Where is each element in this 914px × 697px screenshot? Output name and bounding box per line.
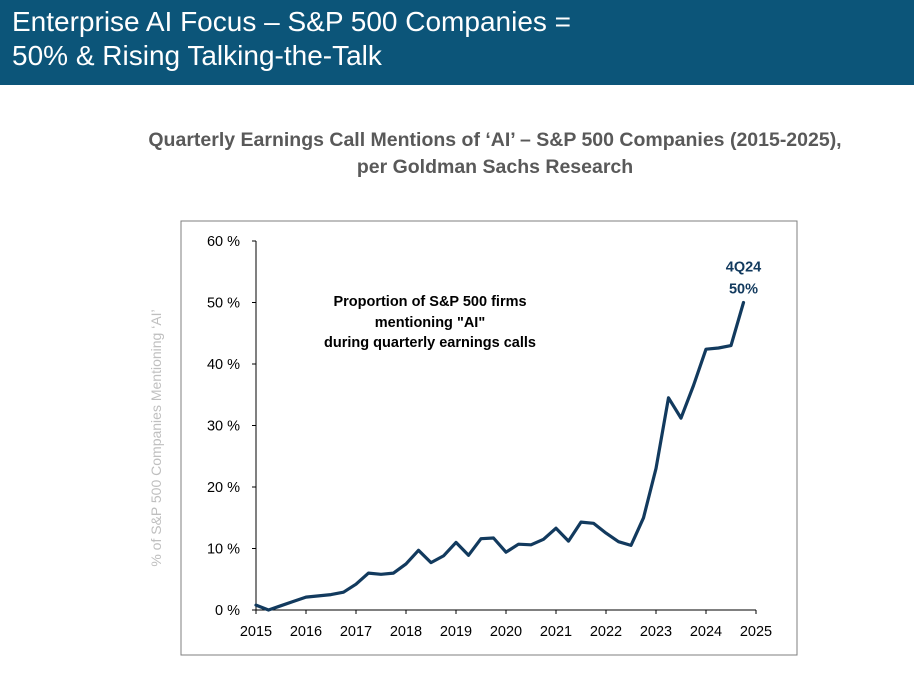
series-lines <box>254 300 746 612</box>
slide-header: Enterprise AI Focus – S&P 500 Companies … <box>0 0 914 85</box>
x-tick-label: 2015 <box>240 624 272 640</box>
y-tick-label: 40 % <box>207 357 240 373</box>
chart-annotation: Proportion of S&P 500 firms mentioning "A… <box>324 294 536 351</box>
y-axis-label: % of S&P 500 Companies Mentioning ‘AI’ <box>148 309 164 566</box>
x-tick-label: 2018 <box>390 624 422 640</box>
x-tick-label: 2019 <box>440 624 472 640</box>
x-tick-label: 2023 <box>640 624 672 640</box>
x-ticks: 2015 2016 2017 2018 2019 2020 2021 2022 2023 2024… <box>240 610 772 640</box>
series-line-0 <box>254 300 746 612</box>
annotation-line: during quarterly earnings calls <box>324 335 536 351</box>
y-tick-label: 60 % <box>207 234 240 250</box>
x-tick-label: 2020 <box>490 624 522 640</box>
y-ticks: 0 % 10 % 20 % 30 % 40 % 50 % 60 % <box>207 234 256 619</box>
y-tick-label: 30 % <box>207 419 240 435</box>
x-tick-label: 2016 <box>290 624 322 640</box>
x-tick-label: 2021 <box>540 624 572 640</box>
x-tick-label: 2017 <box>340 624 372 640</box>
annotation-line: Proportion of S&P 500 firms <box>333 294 526 310</box>
end-label-text: 4Q24 <box>726 260 761 276</box>
x-tick-label: 2024 <box>690 624 722 640</box>
chart-title: Quarterly Earnings Call Mentions of ‘AI’… <box>148 129 842 178</box>
end-label: 4Q24 50% <box>726 260 761 298</box>
x-tick-label: 2022 <box>590 624 622 640</box>
end-label-text: 50% <box>729 282 758 298</box>
x-tick-label: 2025 <box>740 624 772 640</box>
y-tick-label: 50 % <box>207 296 240 312</box>
annotation-line: mentioning "AI" <box>375 315 485 331</box>
chart-frame <box>180 220 798 656</box>
y-tick-label: 10 % <box>207 542 240 558</box>
slide-title: Enterprise AI Focus – S&P 500 Companies … <box>12 6 572 71</box>
y-tick-label: 20 % <box>207 480 240 496</box>
y-tick-label: 0 % <box>215 603 240 619</box>
